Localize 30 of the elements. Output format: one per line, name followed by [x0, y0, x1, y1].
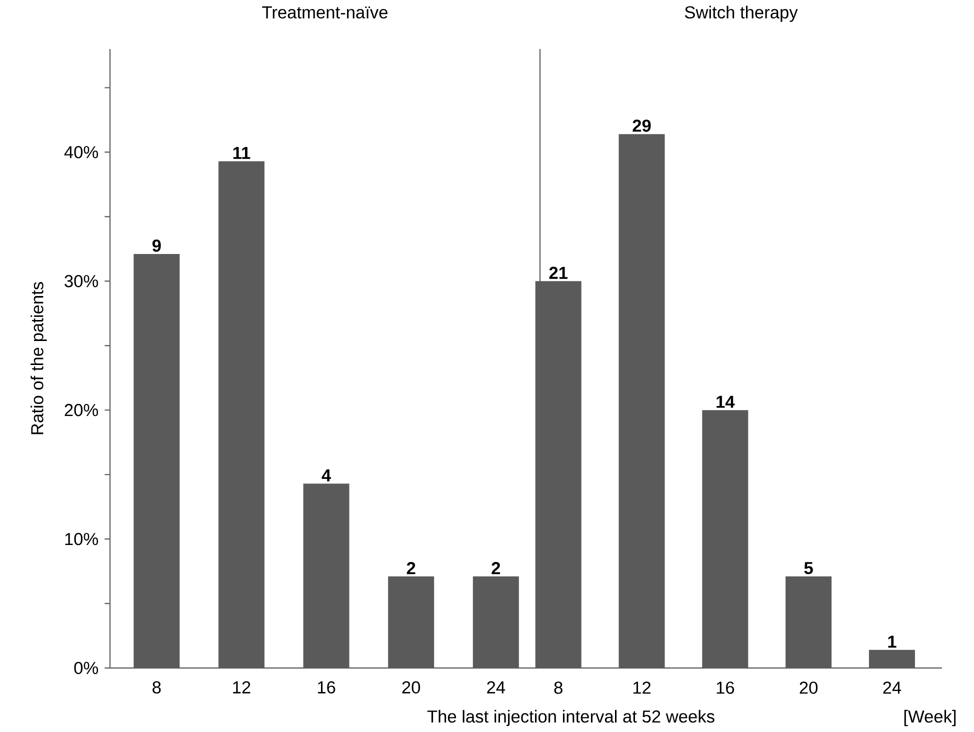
y-axis-title: Ratio of the patients — [30, 282, 47, 434]
annotation: 2 — [406, 562, 416, 574]
y-tick-label: 30% — [64, 275, 98, 288]
x-tick-label: 20 — [402, 681, 420, 694]
x-axis-title: The last injection interval at 52 weeks — [427, 710, 714, 726]
text: [Week] — [904, 710, 956, 726]
annotation: 5 — [804, 562, 813, 574]
x-tick-label: 16 — [716, 682, 734, 694]
annotation: 1 — [888, 636, 896, 648]
annotation: 9 — [152, 240, 161, 252]
y-tick-label: 0% — [74, 662, 98, 674]
x-tick-label: 12 — [233, 681, 250, 694]
x-tick-label: 24 — [487, 681, 506, 694]
annotation: 11 — [233, 147, 250, 159]
y-tick-label: 20% — [64, 404, 98, 416]
y-tick-label: 40% — [64, 146, 98, 158]
x-tick-label: 12 — [633, 682, 651, 694]
x-tick-label: 24 — [883, 682, 902, 694]
x-tick-label: 16 — [318, 681, 336, 694]
annotation: 4 — [322, 469, 332, 482]
x-tick-label: 20 — [800, 682, 818, 694]
annotation: 29 — [632, 120, 651, 132]
y-tick-label: 10% — [65, 532, 98, 546]
chart-title: Switch therapy — [684, 6, 798, 22]
x-tick-label: 8 — [152, 681, 161, 694]
annotation: 21 — [549, 266, 568, 279]
annotation: 14 — [716, 396, 735, 408]
chart-title: Treatment-naïve — [262, 6, 388, 19]
x-tick-label: 8 — [554, 682, 562, 694]
annotation: 2 — [492, 562, 500, 574]
